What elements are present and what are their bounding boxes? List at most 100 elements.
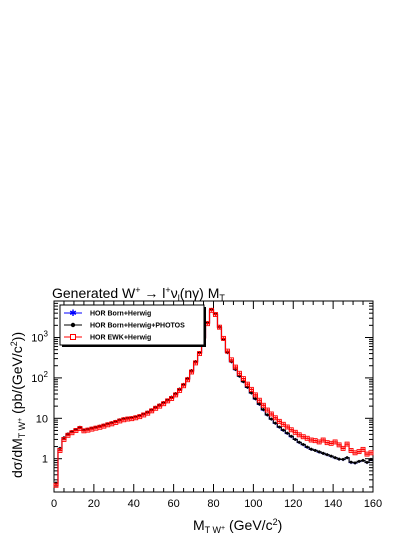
data-point	[349, 460, 353, 464]
data-point	[272, 415, 278, 421]
legend-label: HOR EWK+Herwig	[90, 335, 151, 342]
data-point	[244, 381, 250, 387]
data-point	[248, 386, 254, 392]
data-point	[336, 442, 342, 448]
x-tick-label: 140	[324, 498, 342, 510]
data-point	[256, 397, 262, 403]
data-point	[252, 392, 258, 398]
data-point	[293, 438, 297, 441]
data-point	[217, 324, 222, 330]
series-layer	[53, 307, 374, 488]
data-point	[185, 377, 191, 383]
data-point	[344, 441, 350, 447]
data-point	[197, 351, 202, 357]
data-point	[361, 458, 365, 462]
data-point	[340, 445, 346, 451]
data-point	[313, 449, 317, 452]
data-point	[281, 428, 285, 432]
data-point	[360, 446, 366, 452]
data-point	[161, 401, 167, 407]
x-tick-label: 20	[88, 498, 100, 510]
data-point	[232, 364, 238, 370]
data-point	[225, 348, 230, 354]
y-axis: 1 10 102 103	[31, 300, 373, 488]
data-point	[301, 443, 305, 446]
data-point	[257, 402, 261, 406]
data-point	[173, 392, 179, 398]
data-point	[269, 417, 273, 421]
legend-marker	[70, 322, 76, 328]
x-tick-label: 160	[364, 498, 382, 510]
legend-label: HOR Born+Herwig+PHOTOS	[90, 323, 185, 330]
legend-marker	[70, 334, 76, 340]
x-tick-label: 80	[207, 498, 219, 510]
data-point	[149, 408, 155, 414]
y-tick-label: 1	[42, 454, 48, 466]
data-point	[333, 456, 337, 460]
data-point	[265, 413, 269, 417]
data-point	[221, 335, 226, 341]
legend: ✱ HOR Born+Herwig HOR Born+Herwig+PHOTOS HO…	[59, 304, 206, 347]
data-point	[309, 447, 313, 451]
data-point	[353, 461, 357, 465]
x-tick-label: 100	[244, 498, 262, 510]
data-point	[53, 482, 59, 488]
y-tick-label: 10	[36, 413, 48, 425]
x-tick-label: 60	[168, 498, 180, 510]
data-point	[240, 376, 246, 382]
data-point	[193, 360, 199, 366]
x-axis-label: MT W+ (GeV/c2)	[193, 517, 282, 535]
data-point	[209, 307, 214, 313]
legend-box	[59, 304, 205, 346]
chart-title: Generated W+ → l+νl(nγ) MT	[52, 285, 225, 303]
data-point	[325, 453, 329, 457]
data-point	[368, 450, 374, 456]
data-point	[260, 402, 266, 408]
legend-label: HOR Born+Herwig	[90, 311, 151, 318]
x-tick-label: 40	[128, 498, 140, 510]
data-point	[268, 411, 274, 417]
y-tick-label: 103	[31, 329, 48, 344]
data-point	[289, 434, 293, 438]
data-point	[320, 437, 326, 443]
x-tick-label: 0	[51, 498, 57, 510]
data-point	[253, 397, 257, 401]
data-point	[297, 440, 301, 444]
y-tick-label: 102	[31, 370, 48, 385]
data-point	[249, 391, 253, 395]
data-point	[157, 403, 163, 409]
data-point	[61, 436, 67, 442]
data-point	[277, 425, 281, 429]
data-point	[365, 461, 369, 464]
data-point	[177, 387, 183, 393]
data-point	[264, 407, 270, 413]
data-point	[213, 312, 218, 317]
data-point	[337, 457, 341, 461]
data-point	[57, 448, 63, 453]
data-point	[285, 431, 289, 435]
data-point	[261, 408, 265, 411]
data-point	[305, 445, 309, 449]
data-point	[357, 459, 361, 463]
data-point	[329, 454, 333, 458]
legend-marker: ✱	[69, 308, 77, 318]
data-point	[321, 451, 325, 455]
y-axis-label: dσ/dMT W+ (pb/(GeV/c2))	[9, 332, 27, 478]
data-point	[228, 357, 234, 363]
data-point	[284, 424, 290, 430]
data-point	[332, 439, 338, 445]
data-point	[276, 418, 282, 424]
data-point	[292, 429, 298, 435]
data-point	[345, 456, 349, 460]
data-point	[65, 432, 71, 438]
data-point	[181, 383, 187, 389]
data-point	[341, 458, 345, 461]
data-point	[288, 427, 294, 433]
series-2	[53, 307, 374, 488]
data-point	[189, 369, 195, 375]
data-point	[236, 370, 242, 376]
data-point	[280, 421, 286, 427]
data-point	[169, 395, 175, 401]
data-point	[273, 421, 277, 425]
